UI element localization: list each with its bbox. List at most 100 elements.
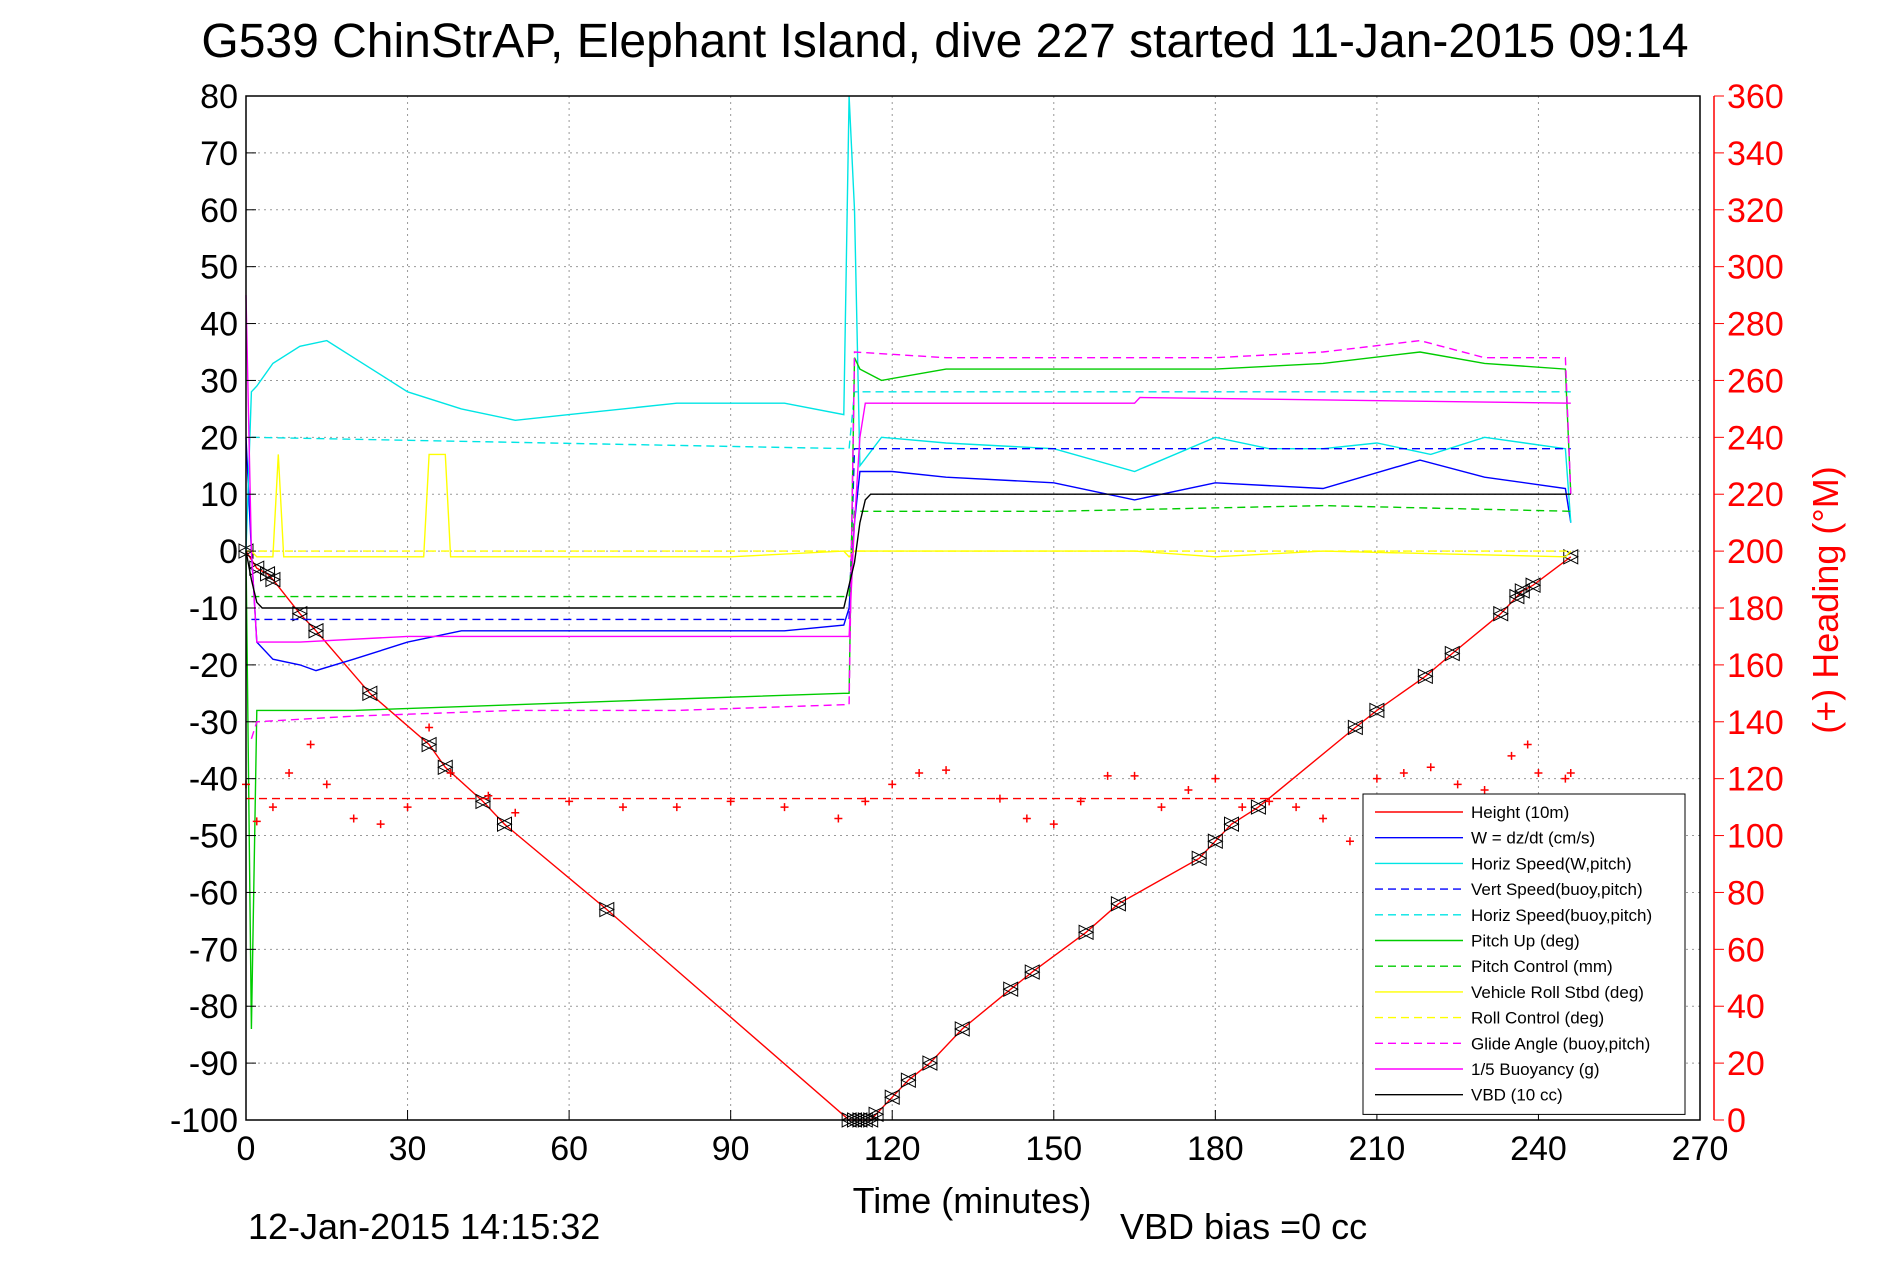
- heading-point-2: [268, 803, 277, 812]
- heading-point-9: [425, 723, 434, 732]
- series-1-5-buoyancy-g: [245, 295, 1571, 643]
- height-marker-30: [1347, 719, 1364, 736]
- heading-point-24: [1022, 814, 1031, 823]
- y-tick-label-3: 50: [200, 249, 238, 287]
- heading-point-43: [1523, 740, 1532, 749]
- series-line-2: [245, 95, 1572, 552]
- y-tick-label-18: -100: [170, 1102, 238, 1140]
- legend-label-3: Vert Speed(buoy,pitch): [1471, 880, 1643, 899]
- heading-point-25: [1049, 820, 1058, 829]
- y-tick-label-2: 60: [200, 192, 238, 230]
- y-tick-label-4: 40: [200, 306, 238, 344]
- legend-box: [1362, 793, 1686, 1115]
- y-right-tick-label-9: 180: [1727, 590, 1784, 628]
- legend-label-5: Pitch Up (deg): [1471, 932, 1580, 951]
- y-tick-label-8: 0: [219, 533, 238, 571]
- heading-point-33: [1265, 797, 1274, 806]
- y-right-tick-label-14: 80: [1727, 874, 1765, 912]
- legend-label-7: Vehicle Roll Stbd (deg): [1471, 983, 1644, 1002]
- height-marker-35: [1508, 588, 1526, 605]
- heading-point-31: [1211, 774, 1220, 783]
- heading-point-44: [1534, 768, 1543, 777]
- x-tick-label-3: 90: [712, 1130, 750, 1168]
- series-line-11: [245, 493, 1571, 609]
- height-marker-34: [1492, 605, 1509, 622]
- legend-label-8: Roll Control (deg): [1471, 1009, 1604, 1028]
- legend-label-2: Horiz Speed(W,pitch): [1471, 854, 1632, 873]
- height-marker-11: [598, 901, 615, 918]
- y-right-tick-label-2: 320: [1727, 192, 1784, 230]
- heading-point-14: [618, 803, 627, 812]
- heading-point-19: [861, 797, 870, 806]
- y-tick-label-17: -90: [189, 1045, 238, 1083]
- heading-point-40: [1453, 780, 1462, 789]
- heading-point-22: [942, 766, 951, 775]
- series-vbd-10-cc: [245, 493, 1571, 609]
- y-right-tick-label-18: 0: [1727, 1102, 1746, 1140]
- series-glide-angle-buoy-pitch: [250, 339, 1572, 740]
- height-marker-29: [1250, 799, 1267, 815]
- height-marker-26: [1191, 850, 1208, 867]
- series-horiz-speed-w-pitch: [245, 95, 1572, 552]
- heading-point-10: [446, 768, 455, 777]
- heading-point-18: [834, 814, 843, 823]
- y-tick-label-12: -40: [189, 761, 238, 799]
- x-tick-label-8: 240: [1510, 1130, 1567, 1168]
- height-marker-10: [496, 816, 513, 832]
- series-line-10: [245, 295, 1571, 643]
- series-w-dz-dt-cm-s: [245, 437, 1572, 672]
- heading-point-30: [1184, 786, 1193, 795]
- heading-point-21: [915, 768, 924, 777]
- heading-point-11: [484, 791, 493, 800]
- height-marker-3: [264, 571, 282, 588]
- height-marker-23: [1024, 964, 1041, 980]
- heading-point-17: [780, 803, 789, 812]
- series-pitch-up-deg: [245, 351, 1572, 1030]
- heading-point-36: [1345, 837, 1354, 846]
- heading-point-29: [1157, 803, 1166, 812]
- height-marker-21: [954, 1021, 971, 1037]
- height-marker-7: [420, 736, 438, 753]
- y-right-tick-label-11: 140: [1727, 704, 1784, 742]
- height-marker-8: [437, 759, 454, 776]
- heading-point-6: [349, 814, 358, 823]
- legend: Height (10m) W = dz/dt (cm/s) Horiz Speed(…: [1362, 793, 1686, 1115]
- heading-point-41: [1480, 786, 1489, 795]
- series-line-4: [251, 391, 1571, 450]
- y-tick-label-15: -70: [189, 931, 238, 969]
- y-tick-label-16: -80: [189, 988, 238, 1026]
- height-marker-20: [921, 1055, 939, 1071]
- ticks: 0 30 60 90 120 150 180 210 240 270 80 70 60 50 40 30 20 1…: [170, 78, 1784, 1168]
- y-right-tick-label-15: 60: [1727, 931, 1765, 969]
- legend-label-10: 1/5 Buoyancy (g): [1471, 1060, 1600, 1079]
- series-line-0: [245, 550, 1572, 1121]
- y-tick-label-1: 70: [200, 135, 238, 173]
- y-right-tick-label-17: 20: [1727, 1045, 1765, 1083]
- legend-label-1: W = dz/dt (cm/s): [1471, 829, 1595, 848]
- height-marker-28: [1223, 816, 1240, 832]
- height-marker-6: [361, 685, 378, 702]
- heading-point-32: [1238, 803, 1247, 812]
- heading-point-1: [252, 817, 261, 826]
- x-tick-label-6: 180: [1187, 1130, 1244, 1168]
- heading-point-35: [1319, 814, 1328, 823]
- height-marker-24: [1077, 924, 1095, 941]
- chart-title: G539 ChinStrAP, Elephant Island, dive 22…: [201, 15, 1688, 68]
- x-tick-label-1: 30: [389, 1130, 427, 1168]
- series-line-7: [246, 453, 1572, 558]
- x-tick-label-9: 270: [1672, 1130, 1729, 1168]
- y-axis-right-label: (+) Heading (°M): [1805, 466, 1846, 733]
- heading-point-8: [403, 803, 412, 812]
- legend-label-4: Horiz Speed(buoy,pitch): [1471, 906, 1652, 925]
- heading-point-15: [672, 803, 681, 812]
- series-line-9: [250, 339, 1572, 740]
- heading-point-42: [1507, 751, 1516, 760]
- y-tick-label-13: -50: [189, 818, 238, 856]
- heading-point-7: [376, 820, 385, 829]
- legend-label-6: Pitch Control (mm): [1471, 957, 1613, 976]
- y-right-tick-label-5: 260: [1727, 362, 1784, 400]
- grid: [246, 96, 1700, 1120]
- x-tick-label-5: 150: [1025, 1130, 1082, 1168]
- legend-label-9: Glide Angle (buoy,pitch): [1471, 1034, 1650, 1053]
